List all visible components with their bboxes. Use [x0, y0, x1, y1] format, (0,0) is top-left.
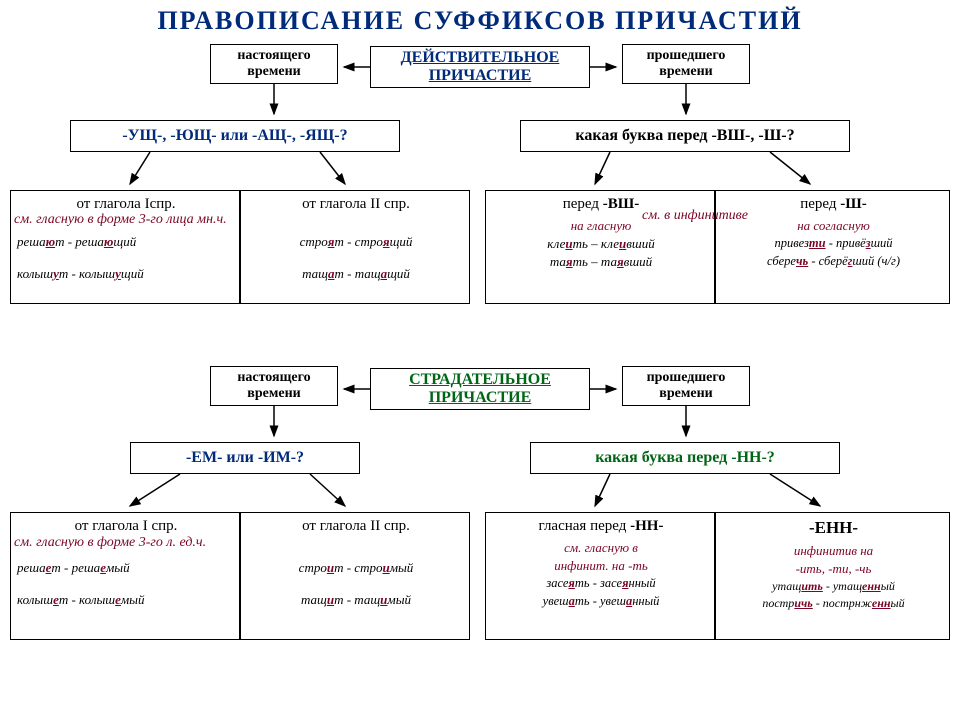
s1-center-text: ДЕЙСТВИТЕЛЬНОЕ ПРИЧАСТИЕ — [371, 49, 589, 86]
s1c4-e2: сберечь - сберёгший (ч/г) — [722, 253, 945, 271]
s2c2-e2: тащит - тащимый — [247, 591, 465, 609]
s1-col2: от глагола II спр. строят - строящий тащ… — [240, 190, 470, 304]
s2-rt1: прошедшего — [647, 370, 726, 386]
s1c2-e2: тащат - тащащий — [247, 265, 465, 283]
s1c3-e2: таять – таявший — [492, 253, 710, 271]
s2c4-e1: утащить - утащенный — [722, 578, 945, 595]
s2-col4: -ЕНН- инфинитив на -ить, -ти, -чь утащит… — [715, 512, 950, 640]
s1-ql: -УЩ-, -ЮЩ- или -АЩ-, -ЯЩ-? — [122, 127, 347, 145]
s1c1-e1: решают - решающий — [17, 233, 235, 251]
s2c3-e2: увешать - увешанный — [492, 593, 710, 611]
s1-qleft: -УЩ-, -ЮЩ- или -АЩ-, -ЯЩ-? — [70, 120, 400, 152]
page-title: ПРАВОПИСАНИЕ СУФФИКСОВ ПРИЧАСТИЙ — [0, 0, 960, 38]
s2-center-text: СТРАДАТЕЛЬНОЕ ПРИЧАСТИЕ — [371, 371, 589, 408]
s1-red-left: см. гласную в форме 3-го лица мн.ч. — [14, 212, 468, 228]
s2-red-left: см. гласную в форме 3-го л. ед.ч. — [14, 535, 468, 551]
s1-rt2: времени — [659, 64, 712, 80]
s1-red-right: см. в инфинитиве — [570, 208, 820, 224]
s2-right-time: прошедшего времени — [622, 366, 750, 406]
s2-rt2: времени — [659, 386, 712, 402]
s1c1-e2: колышут - колышущий — [17, 265, 235, 283]
s2c4-title: -ЕНН- — [722, 516, 945, 540]
s2c4-e2: постричь - пострнженный — [722, 595, 945, 612]
s2-left-time: настоящего времени — [210, 366, 338, 406]
s2c3-title: гласная перед -НН- — [492, 516, 710, 537]
s1-right-time: прошедшего времени — [622, 44, 750, 84]
s2c3-r1: см. гласную в — [492, 539, 710, 557]
s1c3-e1: клеить – клеивший — [492, 235, 710, 253]
s2c3-r2: инфинит. на -ть — [492, 557, 710, 575]
s2c1-title: от глагола I спр. — [17, 516, 235, 537]
s2c4-r1: инфинитив на — [722, 542, 945, 560]
s1-qright: какая буква перед -ВШ-, -Ш-? — [520, 120, 850, 152]
s2c4-r2: -ить, -ти, -чь — [722, 560, 945, 578]
s2c1-e1: решает - решаемый — [17, 559, 235, 577]
s2-lt2: времени — [247, 386, 300, 402]
s2-ql: -ЕМ- или -ИМ-? — [186, 449, 304, 467]
s1c4-e1: привезти - привёзший — [722, 235, 945, 253]
s2c2-e1: строит - строимый — [247, 559, 465, 577]
s2-lt1: настоящего — [237, 370, 310, 386]
s1-left-time: настоящего времени — [210, 44, 338, 84]
s2-qr: какая буква перед -НН-? — [595, 449, 775, 467]
s2-center: СТРАДАТЕЛЬНОЕ ПРИЧАСТИЕ — [370, 368, 590, 410]
s1-col1: от глагола Iспр. решают - решающий колыш… — [10, 190, 240, 304]
s2-col3: гласная перед -НН- см. гласную в инфинит… — [485, 512, 715, 640]
s1c2-e1: строят - строящий — [247, 233, 465, 251]
s2c3-e1: засеять - засеянный — [492, 575, 710, 593]
s2-qleft: -ЕМ- или -ИМ-? — [130, 442, 360, 474]
s2-col1: от глагола I спр. решает - решаемый колы… — [10, 512, 240, 640]
s1-rt1: прошедшего — [647, 48, 726, 64]
s1-center: ДЕЙСТВИТЕЛЬНОЕ ПРИЧАСТИЕ — [370, 46, 590, 88]
s2-qright: какая буква перед -НН-? — [530, 442, 840, 474]
s1-lt1: настоящего — [237, 48, 310, 64]
s2c2-title: от глагола II спр. — [247, 516, 465, 537]
s2-col2: от глагола II спр. строит - строимый тащ… — [240, 512, 470, 640]
s1-qr: какая буква перед -ВШ-, -Ш-? — [575, 127, 794, 145]
s1-lt2: времени — [247, 64, 300, 80]
s2c1-e2: колышет - колышемый — [17, 591, 235, 609]
